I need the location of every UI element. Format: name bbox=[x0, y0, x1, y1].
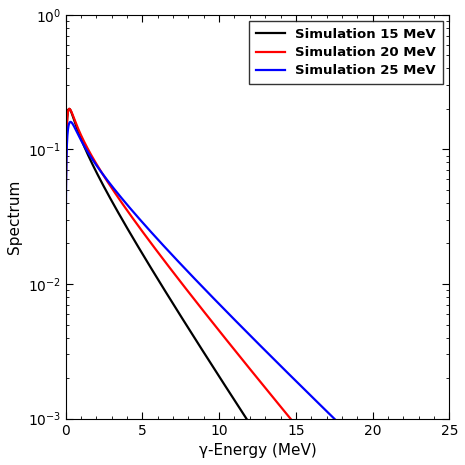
Simulation 20 MeV bbox=[66, 106, 72, 112]
Simulation 15 MeV bbox=[190, 332, 195, 338]
Simulation 20 MeV bbox=[290, 419, 296, 425]
Simulation 20 MeV bbox=[63, 198, 69, 204]
Simulation 20 MeV bbox=[249, 369, 255, 374]
Simulation 20 MeV bbox=[75, 125, 80, 130]
Line: Simulation 25 MeV: Simulation 25 MeV bbox=[66, 122, 337, 422]
Line: Simulation 20 MeV: Simulation 20 MeV bbox=[66, 109, 293, 422]
Simulation 15 MeV bbox=[226, 390, 232, 395]
Simulation 15 MeV bbox=[199, 345, 204, 351]
Simulation 20 MeV bbox=[270, 394, 276, 400]
Line: Simulation 15 MeV: Simulation 15 MeV bbox=[66, 109, 248, 422]
Simulation 15 MeV bbox=[63, 197, 69, 203]
Y-axis label: Spectrum: Spectrum bbox=[7, 179, 22, 254]
Simulation 25 MeV bbox=[68, 119, 73, 125]
Simulation 25 MeV bbox=[155, 236, 160, 242]
Simulation 25 MeV bbox=[222, 307, 228, 313]
Simulation 25 MeV bbox=[334, 418, 339, 424]
Simulation 25 MeV bbox=[201, 286, 207, 292]
Simulation 15 MeV bbox=[246, 419, 251, 425]
Simulation 15 MeV bbox=[66, 107, 71, 113]
Simulation 25 MeV bbox=[63, 223, 69, 228]
Simulation 15 MeV bbox=[157, 279, 162, 285]
Simulation 15 MeV bbox=[133, 239, 138, 245]
Simulation 20 MeV bbox=[205, 314, 211, 319]
Simulation 25 MeV bbox=[198, 282, 204, 288]
Simulation 25 MeV bbox=[334, 419, 340, 425]
Simulation 20 MeV bbox=[234, 351, 240, 356]
Simulation 20 MeV bbox=[140, 228, 145, 234]
Simulation 25 MeV bbox=[116, 192, 121, 197]
Legend: Simulation 15 MeV, Simulation 20 MeV, Simulation 25 MeV: Simulation 15 MeV, Simulation 20 MeV, Si… bbox=[249, 21, 443, 84]
X-axis label: γ-Energy (MeV): γ-Energy (MeV) bbox=[199, 443, 316, 458]
Simulation 15 MeV bbox=[66, 106, 72, 112]
